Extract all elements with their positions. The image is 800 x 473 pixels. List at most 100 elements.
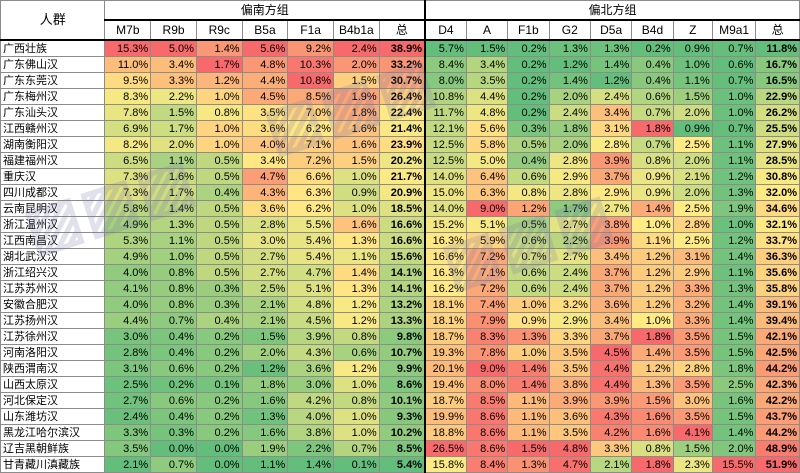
population-name-cell: 湖北武汉汉: [0, 248, 106, 265]
total-cell: 15.6%: [378, 248, 426, 265]
percentage-cell: 3.3%: [104, 424, 152, 441]
percentage-cell: 4.5%: [241, 88, 289, 105]
percentage-cell: 1.0%: [711, 104, 757, 121]
population-name-cell: 广东东莞汉: [0, 72, 106, 89]
percentage-cell: 2.0%: [241, 344, 289, 361]
total-cell: 13.3%: [378, 312, 426, 329]
percentage-cell: 0.2%: [507, 104, 550, 121]
percentage-cell: 3.7%: [589, 280, 633, 297]
percentage-cell: 6.9%: [104, 120, 152, 137]
percentage-cell: 2.8%: [672, 216, 713, 233]
percentage-cell: 0.5%: [195, 200, 243, 217]
total-cell: 43.7%: [755, 408, 800, 425]
percentage-cell: 4.3%: [241, 184, 289, 201]
percentage-cell: 3.5%: [672, 376, 713, 393]
percentage-cell: 0.7%: [507, 248, 550, 265]
total-cell: 48.9%: [755, 440, 800, 457]
percentage-cell: 0.3%: [195, 280, 243, 297]
percentage-cell: 0.4%: [195, 312, 243, 329]
percentage-cell: 7.3%: [104, 184, 152, 201]
percentage-cell: 8.6%: [465, 440, 509, 457]
percentage-cell: 0.1%: [195, 376, 243, 393]
percentage-cell: 1.4%: [548, 72, 591, 89]
percentage-cell: 2.4%: [548, 264, 591, 281]
total-cell: 20.9%: [378, 184, 426, 201]
percentage-cell: 2.7%: [241, 248, 289, 265]
percentage-cell: 1.4%: [150, 200, 197, 217]
south-col-header-: 总: [378, 19, 426, 41]
percentage-cell: 4.8%: [548, 440, 591, 457]
percentage-cell: 0.9%: [631, 184, 674, 201]
percentage-cell: 0.5%: [507, 136, 550, 153]
percentage-cell: 0.2%: [507, 39, 550, 57]
total-cell: 32.1%: [755, 216, 800, 233]
percentage-cell: 0.0%: [150, 440, 197, 457]
percentage-cell: 1.5%: [672, 440, 713, 457]
percentage-cell: 1.7%: [150, 184, 197, 201]
table-row: 江西南昌汉 5.3% 1.1% 0.5% 3.0% 5.4% 1.3% 16.6% 16.3% 5…: [0, 232, 800, 249]
percentage-cell: 3.7%: [589, 264, 633, 281]
table-row: 陕西渭南汉 3.1% 0.6% 0.2% 1.2% 3.6% 1.2% 9.9% 20.1% 9.…: [0, 360, 800, 377]
table-row: 广东梅州汉 8.3% 2.2% 1.0% 4.5% 8.5% 1.9% 26.4% 10.8% 4…: [0, 88, 800, 105]
percentage-cell: 16.2%: [423, 280, 467, 297]
percentage-cell: 2.0%: [333, 56, 380, 73]
percentage-cell: 4.8%: [465, 104, 509, 121]
percentage-cell: 1.8%: [241, 376, 289, 393]
percentage-cell: 5.6%: [241, 39, 289, 57]
percentage-cell: 5.7%: [423, 39, 467, 57]
percentage-cell: 2.5%: [672, 232, 713, 249]
percentage-cell: 1.4%: [287, 456, 334, 473]
percentage-cell: 18.7%: [423, 392, 467, 409]
percentage-cell: 2.4%: [333, 39, 380, 57]
table-row: 福建福州汉 6.5% 1.1% 0.5% 3.4% 7.2% 1.5% 20.2% 12.5% 5…: [0, 152, 800, 169]
percentage-cell: 1.4%: [589, 56, 633, 73]
table-row: 江苏徐州汉 3.0% 0.4% 0.2% 1.5% 3.9% 0.8% 9.8% 18.7% 8.…: [0, 328, 800, 345]
percentage-cell: 4.4%: [241, 72, 289, 89]
total-cell: 16.5%: [755, 72, 800, 89]
percentage-cell: 0.2%: [195, 328, 243, 345]
percentage-cell: 7.2%: [287, 152, 334, 169]
percentage-cell: 6.2%: [287, 120, 334, 137]
percentage-cell: 2.1%: [241, 296, 289, 313]
percentage-cell: 9.2%: [287, 39, 334, 57]
population-name-cell: 广东佛山汉: [0, 56, 106, 73]
percentage-cell: 2.0%: [711, 440, 757, 457]
percentage-cell: 1.4%: [195, 39, 243, 57]
percentage-cell: 0.6%: [631, 88, 674, 105]
table-row: 湖北武汉汉 4.9% 1.0% 0.5% 2.7% 5.4% 1.1% 15.6% 16.6% 7…: [0, 248, 800, 265]
percentage-cell: 1.5%: [711, 344, 757, 361]
table-row: 广东东莞汉 9.5% 3.3% 1.2% 4.4% 10.8% 1.5% 30.7% 8.0% 3…: [0, 72, 800, 89]
percentage-cell: 1.6%: [333, 136, 380, 153]
percentage-cell: 0.4%: [195, 184, 243, 201]
percentage-cell: 0.8%: [333, 328, 380, 345]
percentage-cell: 1.9%: [333, 88, 380, 105]
percentage-cell: 1.4%: [711, 424, 757, 441]
percentage-cell: 1.7%: [548, 200, 591, 217]
total-cell: 42.1%: [755, 328, 800, 345]
percentage-cell: 9.5%: [104, 72, 152, 89]
percentage-cell: 0.4%: [150, 344, 197, 361]
table-row: 山东潍坊汉 2.4% 0.4% 0.2% 1.3% 4.0% 1.0% 9.3% 19.9% 8.…: [0, 408, 800, 425]
total-cell: 14.1%: [378, 264, 426, 281]
percentage-cell: 2.1%: [589, 456, 633, 473]
percentage-cell: 2.0%: [672, 152, 713, 169]
percentage-cell: 0.0%: [195, 440, 243, 457]
percentage-cell: 0.6%: [507, 232, 550, 249]
total-cell: 9.9%: [378, 360, 426, 377]
percentage-cell: 4.5%: [287, 312, 334, 329]
total-cell: 34.6%: [755, 200, 800, 217]
percentage-cell: 1.2%: [631, 264, 674, 281]
total-cell: 30.7%: [378, 72, 426, 89]
population-name-cell: 四川成都汉: [0, 184, 106, 201]
percentage-cell: 5.5%: [287, 216, 334, 233]
percentage-cell: 1.2%: [333, 312, 380, 329]
percentage-cell: 0.4%: [150, 408, 197, 425]
percentage-cell: 3.9%: [589, 152, 633, 169]
percentage-cell: 12.5%: [423, 152, 467, 169]
percentage-cell: 5.8%: [104, 200, 152, 217]
population-name-cell: 浙江温州汉: [0, 216, 106, 233]
percentage-cell: 4.9%: [104, 248, 152, 265]
percentage-cell: 1.2%: [195, 72, 243, 89]
percentage-cell: 3.6%: [241, 120, 289, 137]
